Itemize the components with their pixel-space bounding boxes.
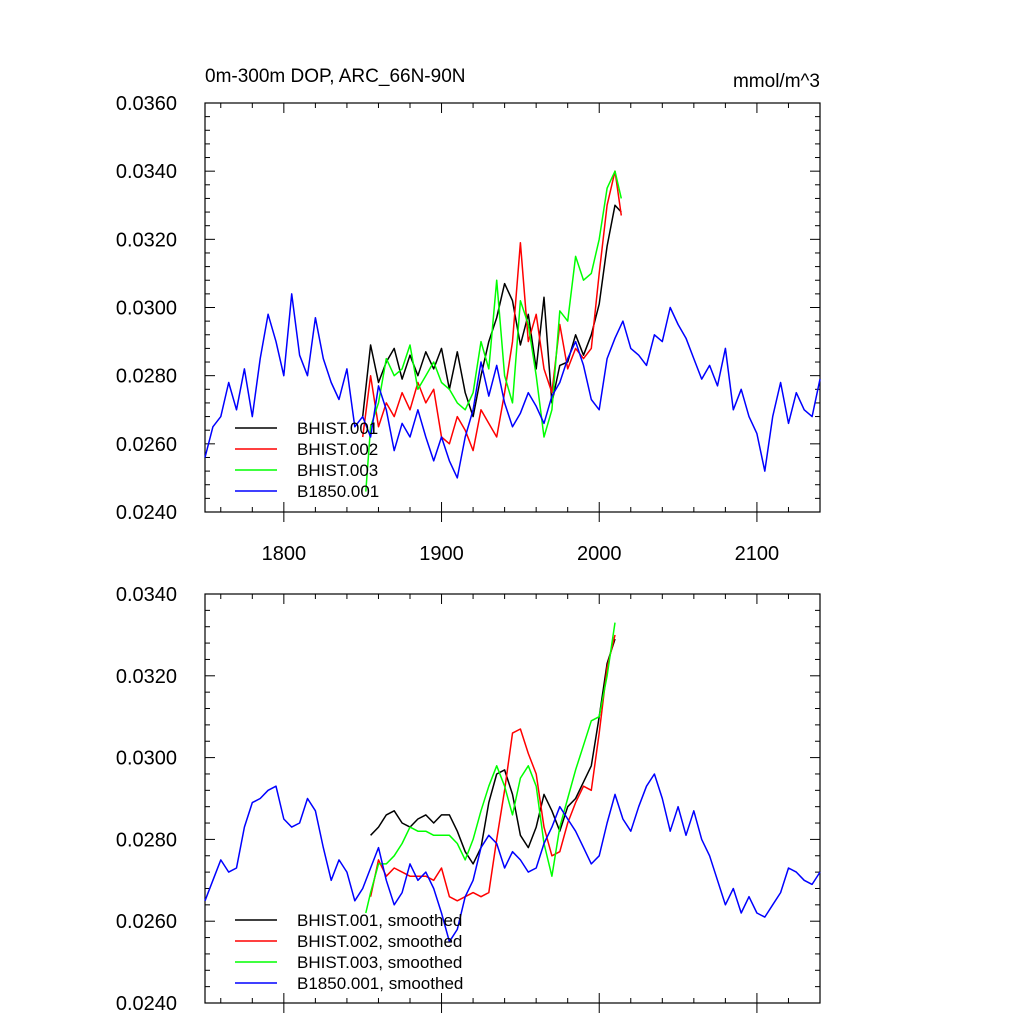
plot-frame: [204, 593, 821, 1004]
legend-label: BHIST.003, smoothed: [297, 953, 462, 972]
y-tick-label: 0.0320: [116, 666, 177, 688]
y-tick-label: 0.0240: [116, 502, 177, 524]
legend-label: B1850.001: [297, 482, 379, 501]
x-tick-label: 1900: [419, 543, 464, 565]
series-line-3: [204, 293, 821, 479]
legend-label: BHIST.001: [297, 419, 378, 438]
y-tick-label: 0.0340: [116, 161, 177, 183]
y-tick-label: 0.0240: [116, 993, 177, 1015]
series-line-2: [365, 622, 616, 914]
y-tick-label: 0.0320: [116, 229, 177, 251]
legend-label: B1850.001, smoothed: [297, 974, 463, 993]
series-line-1: [361, 170, 623, 452]
top-panel: 0m-300m DOP, ARC_66N-90N mmol/m^3 0.0240…: [116, 66, 821, 565]
bottom-panel: 0.0240 0.0260 0.0280 0.0300 0.0320 0.0340 BHIS…: [116, 584, 821, 1015]
series-line-3: [204, 773, 821, 943]
series-line-2: [365, 170, 623, 492]
legend-label: BHIST.002, smoothed: [297, 932, 462, 951]
y-tick-label: 0.0300: [116, 748, 177, 770]
y-tick-label: 0.0260: [116, 911, 177, 933]
y-tick-label: 0.0260: [116, 434, 177, 456]
y-tick-label: 0.0280: [116, 829, 177, 851]
y-tick-label: 0.0360: [116, 93, 177, 115]
legend-label: BHIST.002: [297, 440, 378, 459]
y-tick-label: 0.0340: [116, 584, 177, 606]
y-tick-label: 0.0300: [116, 298, 177, 320]
units-label: mmol/m^3: [733, 71, 820, 92]
chart-title: 0m-300m DOP, ARC_66N-90N: [205, 66, 465, 87]
y-tick-label: 0.0280: [116, 366, 177, 388]
x-tick-label: 1800: [262, 543, 307, 565]
legend-label: BHIST.003: [297, 461, 378, 480]
x-tick-label: 2100: [735, 543, 780, 565]
series-line-1: [369, 634, 616, 902]
series-line-0: [370, 638, 616, 865]
x-tick-label: 2000: [577, 543, 622, 565]
legend-label: BHIST.001, smoothed: [297, 911, 462, 930]
